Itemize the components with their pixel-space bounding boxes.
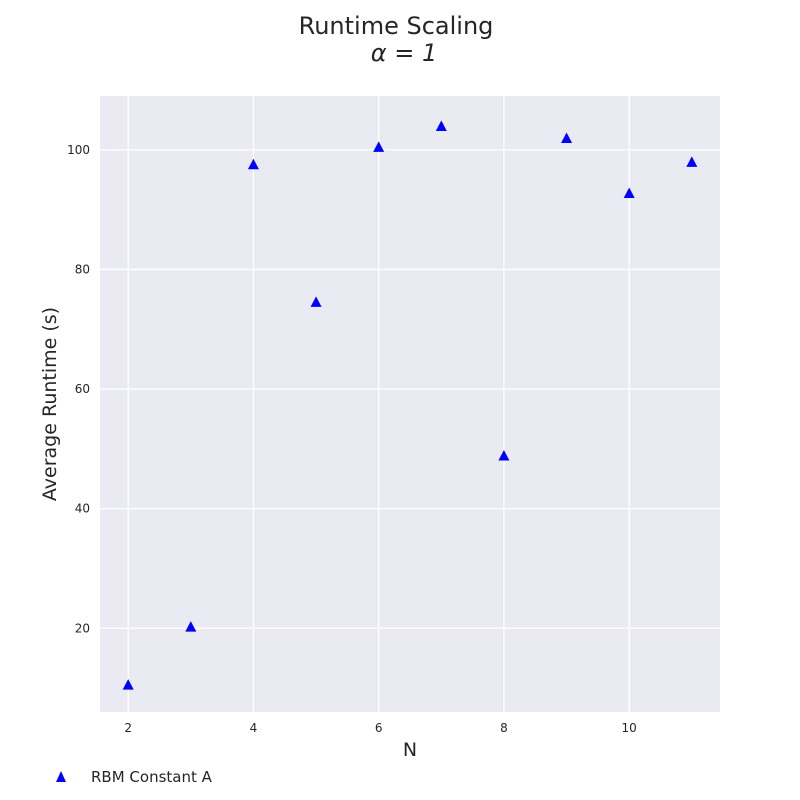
tick-labels: 2 4 6 8 10 20 40 60 80 100	[67, 143, 637, 735]
x-tick-label: 10	[622, 721, 637, 735]
data-point-triangle	[122, 679, 134, 690]
data-point-triangle	[686, 156, 698, 167]
data-point-triangle	[435, 120, 447, 132]
data-point-triangle	[247, 158, 259, 170]
chart-title: Runtime Scaling	[299, 12, 494, 40]
data-point-triangle	[623, 187, 635, 198]
y-tick-label: 80	[75, 262, 90, 276]
data-point-triangle	[373, 141, 385, 152]
y-axis-label: Average Runtime (s)	[39, 307, 61, 501]
chart-subtitle: α = 1	[371, 39, 437, 67]
data-point-triangle	[498, 450, 510, 461]
x-tick-label: 8	[500, 721, 508, 735]
grid	[100, 96, 720, 712]
x-tick-label: 6	[375, 721, 383, 735]
legend: RBM Constant A	[56, 768, 213, 786]
data-point-triangle	[185, 621, 197, 632]
y-tick-label: 60	[75, 382, 90, 396]
legend-label: RBM Constant A	[91, 768, 213, 786]
data-point-triangle	[310, 296, 322, 307]
y-tick-label: 20	[75, 621, 90, 635]
plot-area	[100, 96, 720, 712]
data-points	[122, 120, 698, 690]
y-tick-label: 40	[75, 502, 90, 516]
y-tick-label: 100	[67, 143, 90, 157]
legend-triangle-icon	[56, 771, 66, 782]
x-tick-label: 2	[124, 721, 132, 735]
x-tick-label: 4	[250, 721, 258, 735]
x-axis-label: N	[403, 739, 417, 761]
data-point-triangle	[561, 132, 573, 143]
